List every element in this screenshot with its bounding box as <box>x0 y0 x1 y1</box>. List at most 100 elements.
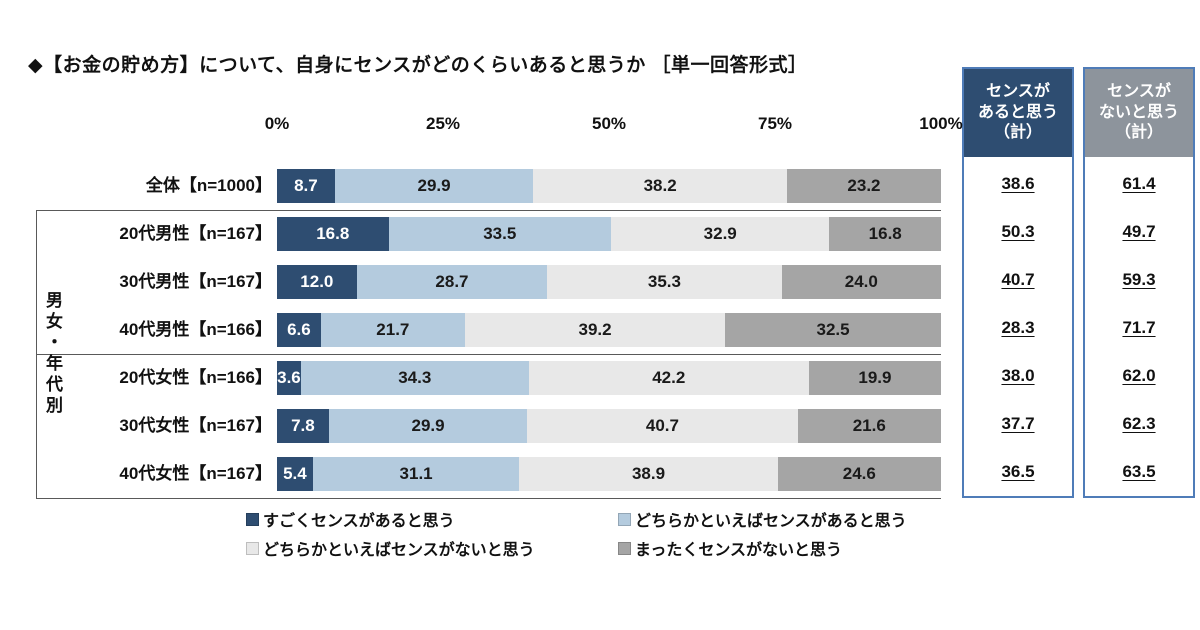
bar-segment-value: 8.7 <box>294 176 318 195</box>
x-axis-tick: 75% <box>757 114 793 133</box>
summary-value-sense-aru: 28.3 <box>1001 318 1035 337</box>
bar-segment-value: 29.9 <box>417 176 451 195</box>
stacked-bar: 16.8 33.5 32.9 16.8 <box>277 217 941 251</box>
bar-segment: 6.6 <box>277 313 321 347</box>
bar-segment: 32.5 <box>725 313 941 347</box>
bar-segment-value: 35.3 <box>647 272 681 291</box>
summary-value-sense-aru: 38.0 <box>1001 366 1035 385</box>
separator-line-bottom <box>36 498 941 499</box>
bar-segment: 35.3 <box>547 265 782 299</box>
bar-segment: 40.7 <box>527 409 798 443</box>
bar-segment: 12.0 <box>277 265 357 299</box>
summary-value-sense-nai: 62.3 <box>1122 414 1156 433</box>
stacked-bar: 8.7 29.9 38.2 23.2 <box>277 169 941 203</box>
summary-value-sense-aru: 40.7 <box>1001 270 1035 289</box>
bar-segment: 16.8 <box>277 217 389 251</box>
chart-title: ◆【お金の貯め方】について、自身にセンスがどのくらいあると思うか ［単一回答形式… <box>28 55 808 76</box>
bar-segment-value: 32.9 <box>703 224 737 243</box>
row-label: 20代男性【n=167】 <box>119 224 272 243</box>
bar-segment: 31.1 <box>312 457 520 491</box>
bar-segment: 23.2 <box>786 169 941 203</box>
stacked-bar: 12.0 28.7 35.3 24.0 <box>277 265 941 299</box>
bar-segment-value: 21.7 <box>376 320 410 339</box>
legend-swatch <box>618 541 631 555</box>
bar-segment-value: 24.0 <box>844 272 878 291</box>
stacked-bar: 5.4 31.1 38.9 24.6 <box>277 457 941 491</box>
summary-column-header-aru: センスが あると思う （計） <box>964 69 1072 157</box>
bar-segment-value: 29.9 <box>411 416 445 435</box>
summary-value-sense-nai: 63.5 <box>1122 462 1156 481</box>
bar-segment: 21.7 <box>320 313 465 347</box>
bar-segment-value: 16.8 <box>316 224 350 243</box>
stacked-bar: 3.6 34.3 42.2 19.9 <box>277 361 941 395</box>
group-axis-label: 男女・年代別 <box>43 291 62 417</box>
bar-segment: 42.2 <box>528 361 809 395</box>
summary-value-sense-aru: 38.6 <box>1001 174 1035 193</box>
row-label: 40代女性【n=167】 <box>119 464 272 483</box>
bar-segment-value: 42.2 <box>652 368 686 387</box>
summary-value-sense-nai: 61.4 <box>1122 174 1156 193</box>
bar-segment-value: 5.4 <box>283 464 307 483</box>
x-axis-tick: 0% <box>264 114 290 133</box>
row-label: 30代男性【n=167】 <box>119 272 272 291</box>
bar-segment-value: 28.7 <box>435 272 469 291</box>
bar-segment: 16.8 <box>829 217 941 251</box>
separator-line-top <box>36 210 941 211</box>
bar-segment-value: 23.2 <box>847 176 881 195</box>
summary-value-sense-aru: 37.7 <box>1001 414 1035 433</box>
bar-segment-value: 24.6 <box>842 464 876 483</box>
stacked-bar: 6.6 21.7 39.2 32.5 <box>277 313 941 347</box>
bar-segment: 19.9 <box>808 361 941 395</box>
legend-item: すごくセンスがあると思う <box>246 506 618 532</box>
bar-segment-value: 32.5 <box>816 320 850 339</box>
bar-segment: 3.6 <box>277 361 301 395</box>
summary-value-sense-nai: 71.7 <box>1122 318 1156 337</box>
summary-column-sense-nai: センスが ないと思う （計） <box>1083 67 1195 498</box>
legend-label: どちらかといえばセンスがあると思う <box>635 513 907 530</box>
bar-segment-value: 33.5 <box>483 224 517 243</box>
bar-segment-value: 21.6 <box>852 416 886 435</box>
legend-label: すごくセンスがあると思う <box>263 513 455 530</box>
summary-column-header-nai: センスが ないと思う （計） <box>1085 69 1193 157</box>
bar-segment-value: 38.9 <box>631 464 666 483</box>
bar-segment: 7.8 <box>277 409 329 443</box>
summary-column-sense-aru: センスが あると思う （計） <box>962 67 1074 498</box>
bar-segment-value: 3.6 <box>277 368 301 387</box>
legend-item: まったくセンスがないと思う <box>618 535 907 561</box>
bar-segment: 29.9 <box>334 169 534 203</box>
x-axis-tick: 50% <box>591 114 627 133</box>
bar-segment-value: 31.1 <box>399 464 433 483</box>
legend-item: どちらかといえばセンスがあると思う <box>618 506 907 532</box>
bar-segment: 33.5 <box>388 217 611 251</box>
bar-segment-value: 34.3 <box>398 368 432 387</box>
bar-segment: 38.9 <box>519 457 778 491</box>
bar-segment-value: 6.6 <box>287 320 311 339</box>
summary-value-sense-nai: 49.7 <box>1122 222 1156 241</box>
bar-segment-value: 40.7 <box>645 416 679 435</box>
summary-value-sense-nai: 59.3 <box>1122 270 1156 289</box>
row-label: 20代女性【n=166】 <box>119 368 272 387</box>
legend: すごくセンスがあると思う どちらかといえばセンスがあると思う どちらかといえばセンス… <box>246 506 907 561</box>
bar-segment: 39.2 <box>464 313 726 347</box>
bar-segment: 38.2 <box>533 169 787 203</box>
legend-swatch <box>246 541 259 555</box>
stacked-bar: 7.8 29.9 40.7 21.6 <box>277 409 941 443</box>
bar-segment: 8.7 <box>277 169 335 203</box>
summary-value-sense-aru: 36.5 <box>1001 462 1035 481</box>
group-bracket <box>36 210 37 498</box>
bar-segment: 24.0 <box>781 265 941 299</box>
legend-swatch <box>246 512 259 526</box>
legend-label: まったくセンスがないと思う <box>635 542 843 559</box>
bar-segment-value: 7.8 <box>291 416 315 435</box>
bar-segment: 21.6 <box>797 409 941 443</box>
bar-segment-value: 19.9 <box>858 368 892 387</box>
x-axis-tick: 100% <box>919 114 963 133</box>
row-label: 全体【n=1000】 <box>145 176 272 195</box>
legend-item: どちらかといえばセンスがないと思う <box>246 535 618 561</box>
bar-segment-value: 16.8 <box>868 224 902 243</box>
bar-segment: 5.4 <box>277 457 313 491</box>
summary-value-sense-nai: 62.0 <box>1122 366 1156 385</box>
separator-line-middle <box>36 354 941 355</box>
legend-swatch <box>618 512 631 526</box>
